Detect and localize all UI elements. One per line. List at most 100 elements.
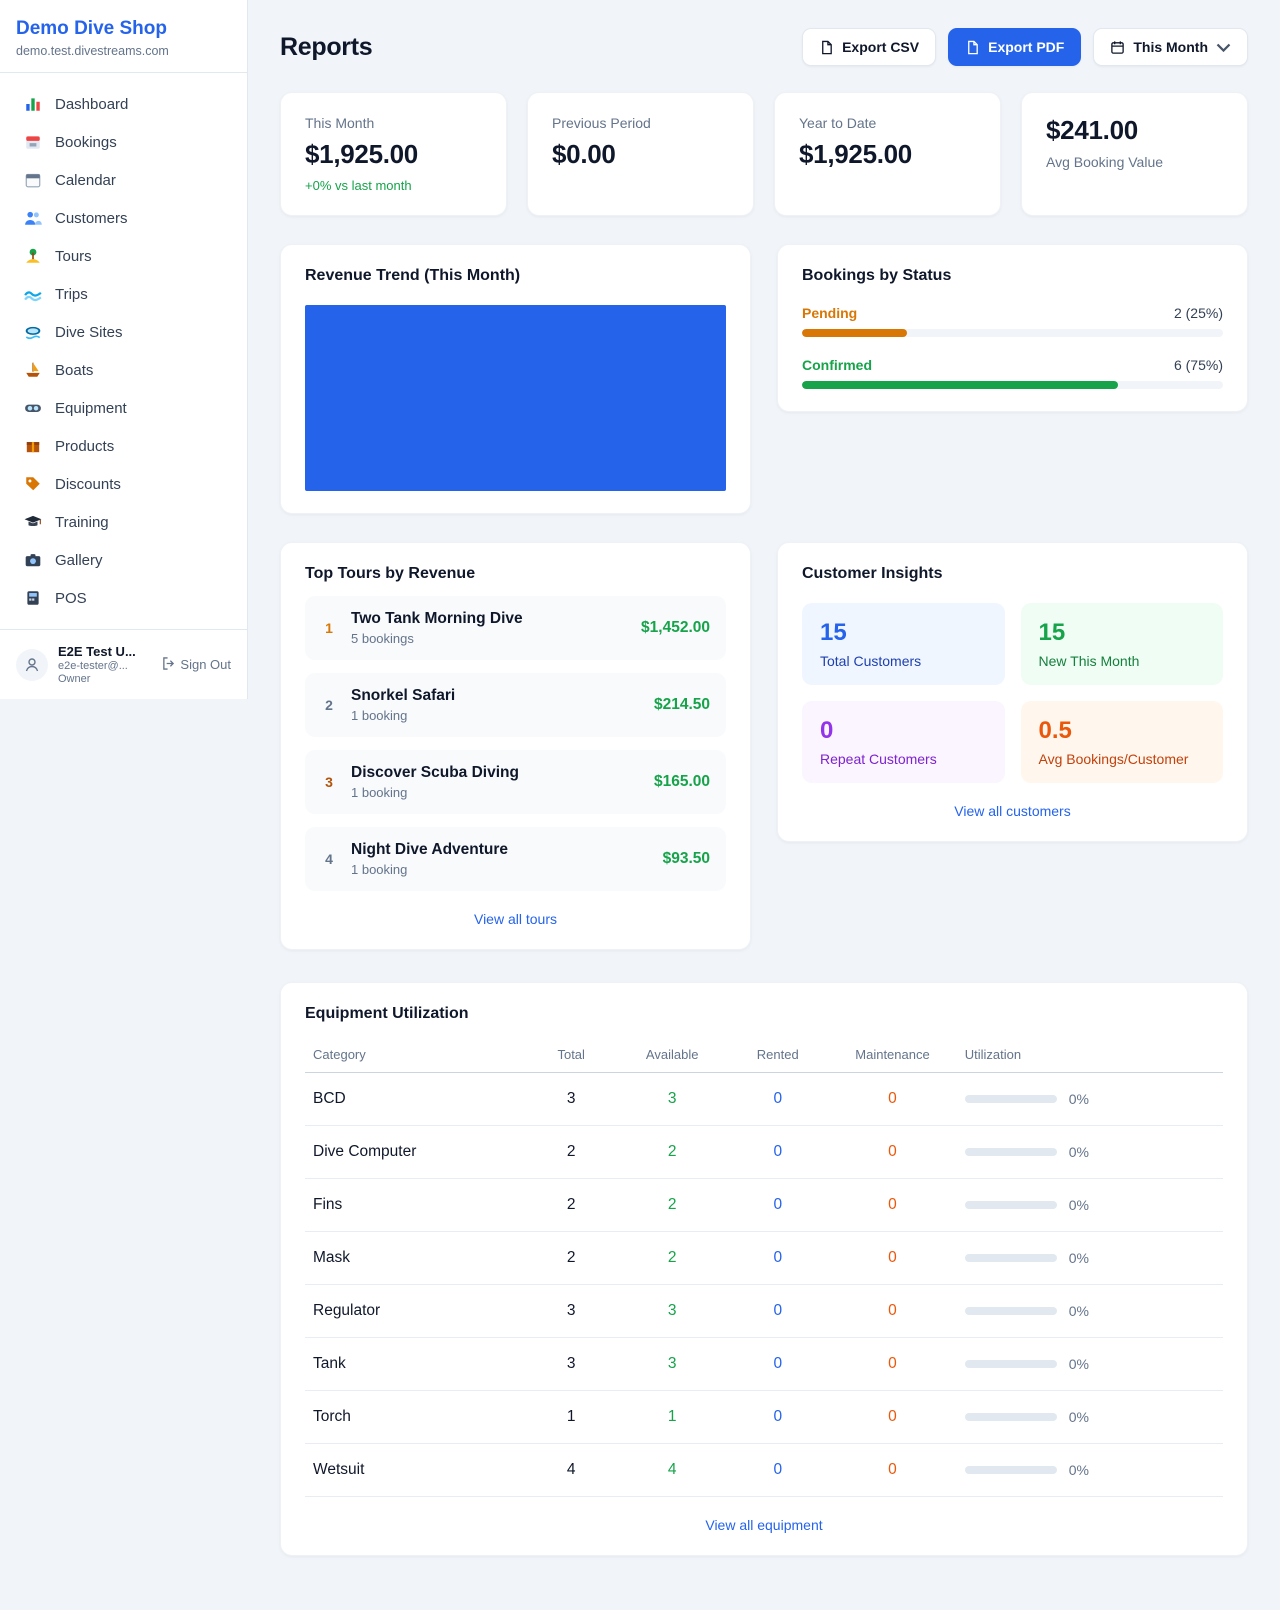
calendar-icon <box>24 171 42 189</box>
tour-rank: 1 <box>325 620 333 636</box>
status-bar-track <box>802 381 1223 389</box>
box-icon <box>24 437 42 455</box>
sidebar-item-label: Products <box>55 437 115 455</box>
tour-revenue: $165.00 <box>653 773 710 790</box>
stat-label: Previous Period <box>552 115 651 131</box>
cell-category: Dive Computer <box>305 1125 526 1179</box>
status-bar-fill <box>802 329 908 337</box>
bar-chart-icon <box>24 95 42 113</box>
sidebar-item-label: Dashboard <box>55 95 129 113</box>
view-all-tours-link[interactable]: View all tours <box>473 911 557 927</box>
cell-total: 2 <box>525 1178 618 1232</box>
sidebar-item-label: Discounts <box>55 475 121 493</box>
column-header: Total <box>525 1037 618 1073</box>
status-bar-fill <box>802 381 1118 389</box>
table-row: Tank 3 3 0 0 0% <box>305 1337 1223 1391</box>
revenue-trend-chart <box>305 305 726 491</box>
sidebar-item-gallery[interactable]: Gallery <box>0 541 247 579</box>
equipment-table: Category Total Available Rented Maintena… <box>305 1037 1223 1497</box>
shop-title: Demo Dive Shop <box>16 18 167 39</box>
utilization-percent: 0% <box>1068 1144 1089 1160</box>
bookings-calendar-icon <box>24 133 42 151</box>
sidebar-item-dashboard[interactable]: Dashboard <box>0 85 247 123</box>
bookings-by-status-card: Bookings by Status Pending 2 (25%) Confi… <box>777 244 1248 412</box>
stat-card-this-month: This Month $1,925.00 +0% vs last month <box>280 92 507 216</box>
export-csv-button[interactable]: Export CSV <box>802 28 937 66</box>
utilization-bar <box>964 1466 1057 1474</box>
cell-rented: 0 <box>727 1390 829 1444</box>
stat-value: $1,925.00 <box>305 139 418 169</box>
sidebar-item-customers[interactable]: Customers <box>0 199 247 237</box>
sidebar-item-equipment[interactable]: Equipment <box>0 389 247 427</box>
sidebar-item-tours[interactable]: Tours <box>0 237 247 275</box>
sidebar-item-label: POS <box>55 589 87 607</box>
sidebar-item-boats[interactable]: Boats <box>0 351 247 389</box>
cell-utilization: 0% <box>956 1125 1223 1179</box>
list-item: 3 Discover Scuba Diving 1 booking $165.0… <box>305 750 726 814</box>
table-row: Regulator 3 3 0 0 0% <box>305 1284 1223 1338</box>
card-terminal-icon <box>24 589 42 607</box>
sidebar-item-label: Trips <box>55 285 88 303</box>
list-item: 4 Night Dive Adventure 1 booking $93.50 <box>305 827 726 891</box>
cell-utilization: 0% <box>956 1072 1223 1126</box>
file-icon <box>968 40 978 54</box>
column-header: Maintenance <box>828 1037 957 1073</box>
view-all-equipment-link[interactable]: View all equipment <box>705 1517 823 1533</box>
cell-category: Torch <box>305 1390 526 1444</box>
cell-category: BCD <box>305 1072 526 1126</box>
dive-mask-icon <box>24 323 42 341</box>
sidebar-item-dive-sites[interactable]: Dive Sites <box>0 313 247 351</box>
tour-bookings: 1 booking <box>351 708 408 723</box>
utilization-bar <box>964 1254 1057 1262</box>
camera-icon <box>24 551 42 569</box>
insight-label: Avg Bookings/Customer <box>1038 751 1189 767</box>
user-name: E2E Test U... <box>58 644 136 659</box>
period-label: This Month <box>1133 39 1208 55</box>
table-row: Fins 2 2 0 0 0% <box>305 1178 1223 1232</box>
cell-total: 4 <box>525 1443 618 1497</box>
tour-name: Discover Scuba Diving <box>351 764 519 781</box>
cell-utilization: 0% <box>956 1390 1223 1444</box>
sidebar-item-label: Training <box>55 513 109 531</box>
stat-card-previous-period: Previous Period $0.00 <box>527 92 754 216</box>
people-icon <box>24 209 42 227</box>
insight-tile-new-this-month: 15 New This Month <box>1020 603 1223 685</box>
export-pdf-button[interactable]: Export PDF <box>948 28 1082 66</box>
list-item: 2 Snorkel Safari 1 booking $214.50 <box>305 673 726 737</box>
cell-maintenance: 0 <box>828 1231 957 1285</box>
sidebar-item-products[interactable]: Products <box>0 427 247 465</box>
tour-revenue: $1,452.00 <box>641 619 710 636</box>
sidebar-item-trips[interactable]: Trips <box>0 275 247 313</box>
boat-icon <box>24 361 42 379</box>
insight-label: Total Customers <box>820 653 922 669</box>
status-bar-track <box>802 329 1223 337</box>
utilization-bar <box>964 1360 1057 1368</box>
sidebar-item-calendar[interactable]: Calendar <box>0 161 247 199</box>
sidebar-item-pos[interactable]: POS <box>0 579 247 617</box>
sidebar-item-bookings[interactable]: Bookings <box>0 123 247 161</box>
utilization-bar <box>964 1413 1057 1421</box>
cell-utilization: 0% <box>956 1443 1223 1497</box>
utilization-bar <box>964 1201 1057 1209</box>
period-dropdown[interactable]: This Month <box>1093 28 1248 66</box>
view-all-customers-link[interactable]: View all customers <box>954 803 1071 819</box>
sidebar-item-training[interactable]: Training <box>0 503 247 541</box>
cell-category: Tank <box>305 1337 526 1391</box>
wave-icon <box>24 285 42 303</box>
cell-maintenance: 0 <box>828 1178 957 1232</box>
top-tours-title: Top Tours by Revenue <box>305 565 476 582</box>
tour-bookings: 1 booking <box>351 862 408 877</box>
utilization-bar <box>964 1095 1057 1103</box>
tour-rank: 4 <box>325 851 333 867</box>
stat-card-avg-booking-value: $241.00 Avg Booking Value <box>1021 92 1248 216</box>
utilization-bar <box>964 1307 1057 1315</box>
sidebar-item-discounts[interactable]: Discounts <box>0 465 247 503</box>
sign-out-button[interactable]: Sign Out <box>162 656 231 673</box>
cell-utilization: 0% <box>956 1231 1223 1285</box>
graduation-cap-icon <box>24 513 42 531</box>
column-header: Category <box>305 1037 526 1073</box>
calendar-icon <box>1111 40 1125 54</box>
utilization-percent: 0% <box>1068 1303 1089 1319</box>
cell-maintenance: 0 <box>828 1284 957 1338</box>
user-email: e2e-tester@... <box>58 660 128 672</box>
